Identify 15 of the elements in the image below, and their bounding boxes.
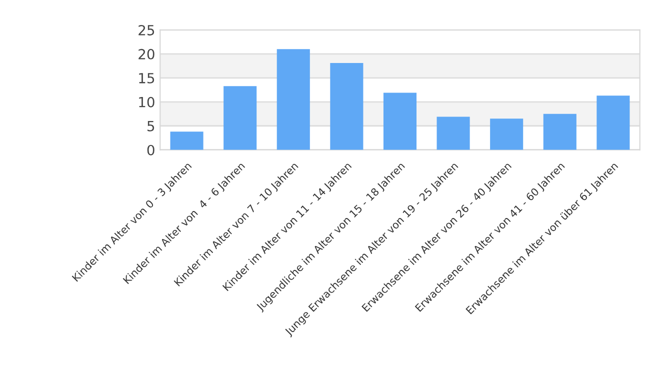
y-tick-label: 15 [139,73,154,84]
y-tick-label: 5 [148,121,154,132]
bar [276,49,310,150]
bar [596,96,630,150]
y-tick-label: 10 [139,96,154,108]
bar [224,86,257,150]
y-tick-label: 25 [138,24,154,36]
bar [383,92,417,150]
bar [543,114,576,150]
bar [436,116,470,150]
y-tick-label: 20 [138,48,154,60]
bar [170,132,204,150]
y-tick-label: 0 [147,144,154,156]
bar [330,63,364,150]
bar [490,118,524,150]
